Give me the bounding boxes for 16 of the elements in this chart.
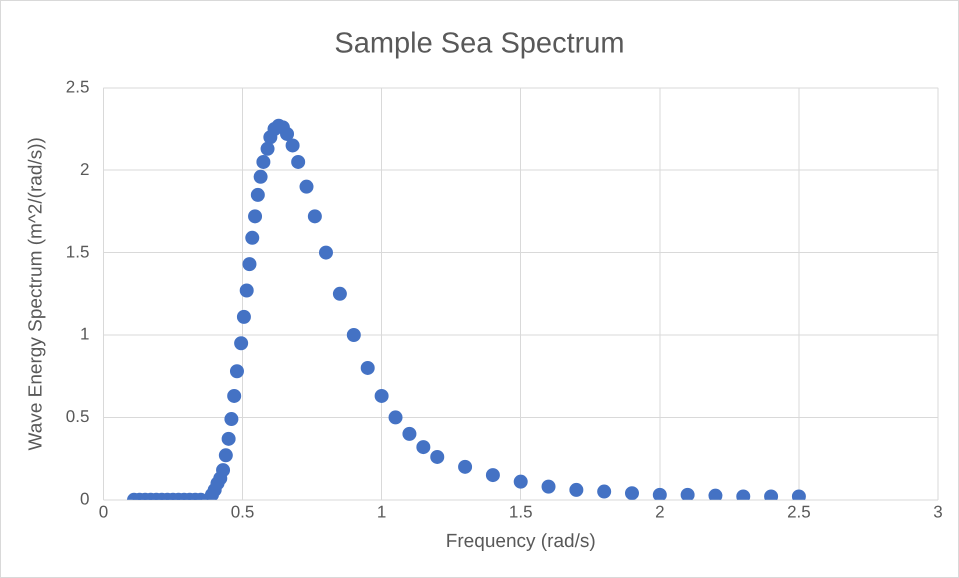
x-tick-label: 0	[98, 502, 108, 522]
y-tick-label: 1	[80, 324, 90, 344]
y-tick-label: 0.5	[66, 407, 90, 426]
x-tick-label: 0.5	[230, 502, 254, 522]
chart-title: Sample Sea Spectrum	[334, 27, 625, 60]
y-tick-label: 1.5	[66, 242, 90, 262]
y-tick-label: 2.5	[66, 77, 90, 96]
x-tick-label: 2.5	[787, 502, 811, 522]
x-tick-label: 2	[655, 502, 665, 522]
y-tick-label: 0	[80, 489, 90, 508]
y-axis-title: Wave Energy Spectrum (m^2/(rad/s))	[26, 137, 47, 450]
y-tick-label: 2	[80, 160, 90, 179]
x-tick-label: 1.5	[508, 502, 533, 522]
x-axis-title: Frequency (rad/s)	[446, 530, 596, 552]
x-tick-label: 1	[376, 502, 386, 522]
x-tick-label: 3	[933, 502, 943, 522]
